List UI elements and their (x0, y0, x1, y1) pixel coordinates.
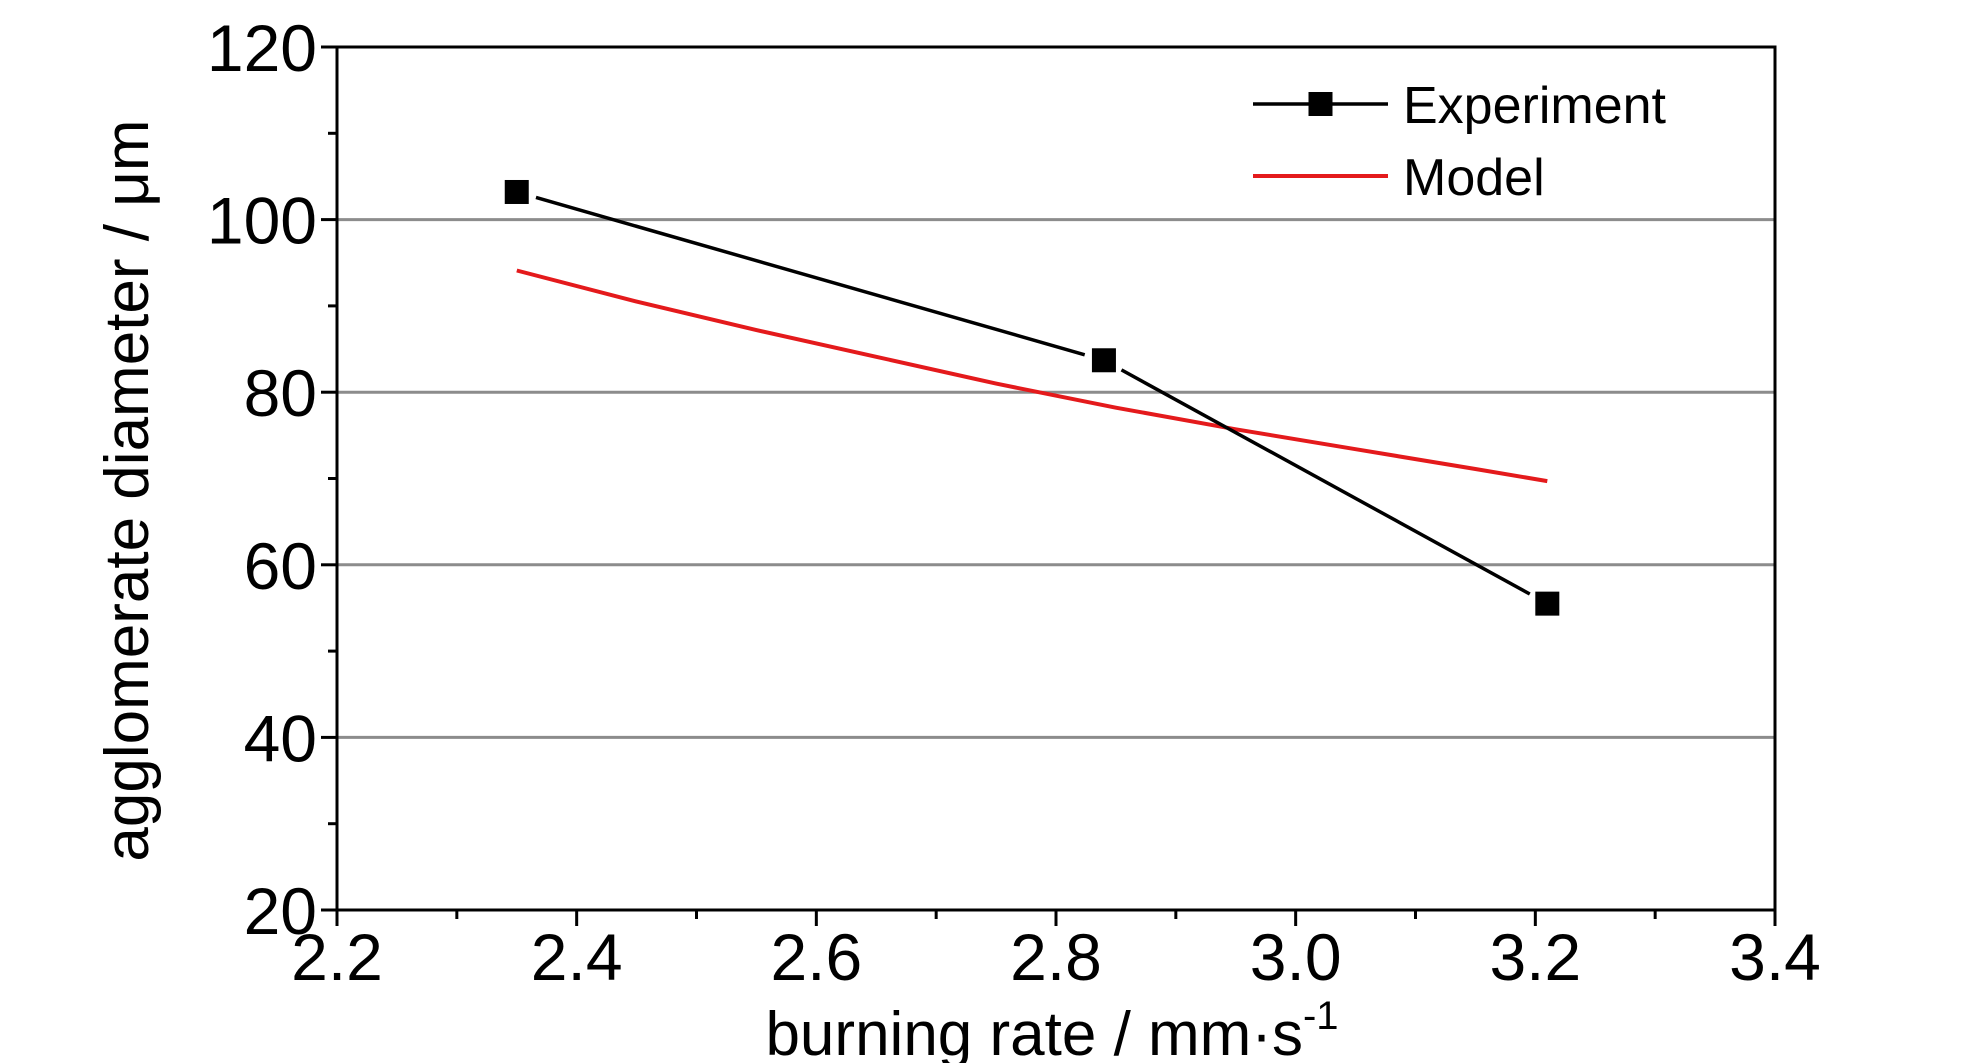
experiment-point (1091, 348, 1116, 373)
legend-item-model: Model (1253, 149, 1545, 207)
x-tick-label: 3.2 (1489, 920, 1581, 994)
y-tick-label: 100 (207, 184, 317, 258)
x-tick-label: 2.6 (770, 920, 862, 994)
x-tick-label: 3.0 (1250, 920, 1342, 994)
grid-lines (337, 218, 1775, 739)
x-tick-label: 2.8 (1010, 920, 1102, 994)
experiment-line-segment (535, 195, 1086, 357)
experiment-line-segment (1120, 368, 1531, 596)
y-tick-label: 80 (244, 356, 317, 430)
x-tick-labels: 2.2 2.4 2.6 2.8 3.0 3.2 3.4 (291, 920, 1821, 994)
y-tick-label: 60 (244, 529, 317, 603)
experiment-point (1535, 591, 1560, 616)
y-tick-label: 120 (207, 11, 317, 85)
plot-frame (335, 45, 1777, 912)
experiment-point (504, 179, 529, 204)
x-axis-title-superscript: -1 (1303, 994, 1339, 1038)
x-axis-title-main: burning rate / mm·s (765, 1000, 1303, 1063)
y-axis-title: agglomerate diameter / μm (93, 119, 162, 861)
x-tick-label: 3.4 (1729, 920, 1821, 994)
legend-experiment-marker (1308, 92, 1333, 116)
x-axis-title: burning rate / mm·s-1 (765, 994, 1338, 1063)
legend: Experiment Model (1253, 77, 1667, 207)
y-tick-labels: 20 40 60 80 100 120 (207, 11, 317, 948)
y-tick-label: 40 (244, 701, 317, 775)
legend-model-label: Model (1403, 149, 1545, 207)
x-tick-label: 2.2 (291, 920, 383, 994)
y-tick-label: 20 (244, 874, 317, 948)
axis-ticks (321, 45, 1777, 926)
x-tick-label: 2.4 (531, 920, 623, 994)
legend-experiment-label: Experiment (1403, 77, 1667, 135)
plot-series (504, 179, 1560, 616)
model-line (516, 268, 1548, 484)
legend-item-experiment: Experiment (1253, 77, 1667, 135)
